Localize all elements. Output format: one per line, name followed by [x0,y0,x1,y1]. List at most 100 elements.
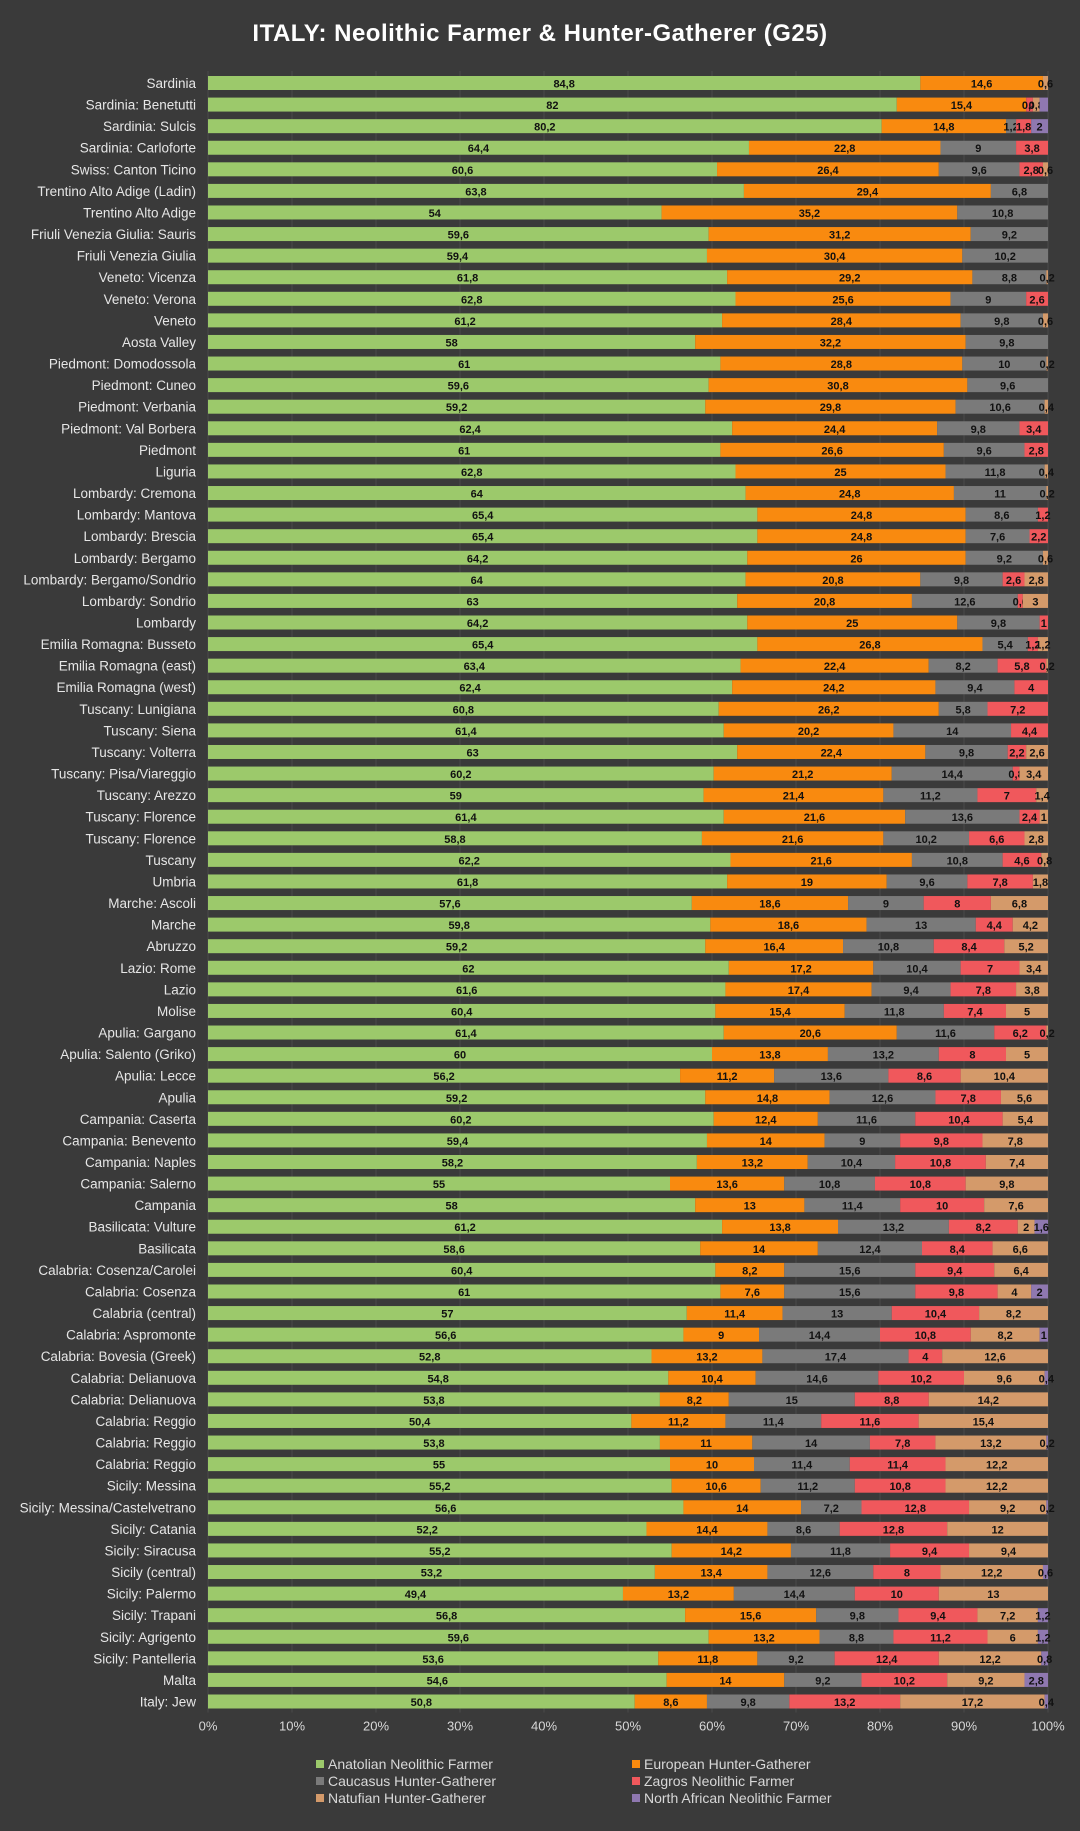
data-label: 61,2 [454,316,475,328]
data-label: 10,6 [989,402,1010,414]
bar-segment-caucasus-hg [905,809,1020,824]
bar-segment-natufian-hg [990,896,1048,911]
bar-segment-zagros-neolithic [1024,442,1048,457]
bar-segment-anatolian-neolithic [208,788,704,803]
bar-segment-european-hg [723,723,894,738]
bar-segment-caucasus-hg [817,1111,916,1126]
category-label: Basilicata [138,1241,196,1256]
data-label: 14,4 [809,1330,831,1342]
bar-segment-zagros-neolithic [960,960,1020,975]
bar-segment-european-hg [723,809,906,824]
data-label: 13,6 [716,1179,737,1191]
data-label: 11,2 [930,1632,951,1644]
bar-segment-caucasus-hg [844,1003,944,1018]
bar-segment-caucasus-hg [883,831,970,846]
data-label: 58,2 [442,1158,463,1170]
data-label: 11,4 [887,1460,909,1472]
data-label: 5,4 [998,640,1014,652]
data-label: 28,4 [831,316,853,328]
bar-segment-anatolian-neolithic [208,162,718,177]
category-label: Calabria (central) [92,1306,196,1321]
data-label: 20,6 [800,1028,821,1040]
data-label: 2,6 [1029,294,1044,306]
data-label: 11,8 [884,1006,905,1018]
bar-segment-zagros-neolithic [987,701,1048,716]
data-label: 55 [433,1460,445,1472]
bar-segment-zagros-neolithic [922,1241,993,1256]
data-label: 63,4 [464,661,486,673]
data-label: 6,2 [1013,1028,1028,1040]
data-label: 14,2 [721,1546,742,1558]
data-label: 57 [441,1309,453,1321]
data-label: 62,4 [459,424,481,436]
bar-segment-caucasus-hg [937,421,1020,436]
bar-segment-caucasus-hg [706,1694,790,1709]
data-label: 59,2 [446,942,467,954]
bar-segment-anatolian-neolithic [208,917,711,932]
data-label: 59,6 [448,1632,469,1644]
data-label: 3,4 [1026,963,1042,975]
category-label: Calabria: Delianuova [71,1392,197,1407]
data-label: 9,4 [947,1265,963,1277]
data-label: 0,2 [1040,489,1055,501]
bar-segment-anatolian-neolithic [208,637,758,652]
data-label: 58 [445,337,457,349]
bar-segment-european-hg [737,744,926,759]
data-label: 9,6 [977,445,992,457]
category-label: Apulia: Salento (Griko) [60,1047,196,1062]
data-label: 10,4 [948,1114,970,1126]
data-label: 4,6 [1014,855,1029,867]
bar-segment-caucasus-hg [965,550,1043,565]
bar-segment-natufian-hg [984,1198,1048,1213]
bar-segment-anatolian-neolithic [208,1608,686,1623]
data-label: 15,4 [951,100,973,112]
bar-segment-european-hg [668,1370,756,1385]
bar-segment-natufian-hg [935,1435,1047,1450]
bar-segment-european-hg [717,162,939,177]
data-label: 11,2 [920,791,941,803]
bar-segment-zagros-neolithic [888,1068,961,1083]
bar-segment-zagros-neolithic [1002,572,1025,587]
data-label: 1,8 [1033,877,1048,889]
bar-segment-european-hg [740,658,929,673]
data-label: 25 [846,618,858,630]
data-label: 8 [904,1568,910,1580]
data-label: 20,8 [822,575,843,587]
bar-segment-european-hg [706,1133,825,1148]
bar-segment-zagros-neolithic [861,1672,948,1687]
data-label: 54,8 [427,1373,448,1385]
category-label: Lombardy: Mantova [77,508,197,523]
data-label: 9,4 [967,683,983,695]
data-label: 8,8 [849,1632,864,1644]
bar-segment-anatolian-neolithic [208,1068,681,1083]
data-label: 14 [805,1438,818,1450]
bar-segment-caucasus-hg [762,1349,909,1364]
legend-swatch [632,1777,640,1785]
data-label: 7,6 [1008,1201,1023,1213]
bar-segment-european-hg [708,378,968,393]
bar-segment-anatolian-neolithic [208,680,733,695]
data-label: 7,4 [1009,1158,1025,1170]
category-label: Sardinia: Benetutti [86,98,196,113]
data-label: 62,8 [461,294,482,306]
legend-item: North African Neolithic Farmer [632,1790,948,1806]
data-label: 7,4 [967,1006,983,1018]
data-label: 55,2 [429,1481,450,1493]
bar-segment-european-hg [695,1198,805,1213]
category-label: Molise [157,1004,196,1019]
bar-segment-anatolian-neolithic [208,831,702,846]
bar-segment-zagros-neolithic [1007,744,1027,759]
data-label: 9 [859,1136,865,1148]
bar-segment-caucasus-hg [757,1651,835,1666]
data-label: 10,8 [930,1158,951,1170]
bar-segment-anatolian-neolithic [208,809,724,824]
x-tick-label: 80% [867,1719,893,1734]
bar-segment-anatolian-neolithic [208,1090,706,1105]
data-label: 2,8 [1029,1675,1044,1687]
data-label: 20,8 [814,596,835,608]
data-label: 2,4 [1022,812,1038,824]
bar-segment-zagros-neolithic [854,1478,946,1493]
bar-segment-anatolian-neolithic [208,550,748,565]
data-label: 14 [760,1136,773,1148]
data-label: 30,4 [824,251,846,263]
